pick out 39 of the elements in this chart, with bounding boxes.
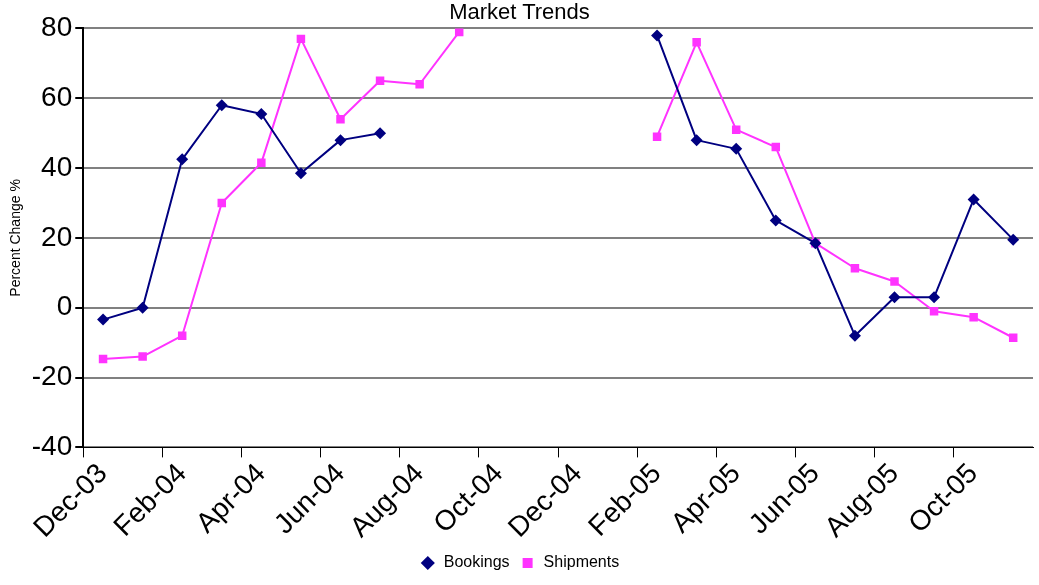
point	[255, 107, 268, 120]
point	[731, 125, 741, 134]
point	[888, 291, 901, 304]
point	[850, 264, 860, 273]
legend-label: Shipments	[543, 553, 620, 571]
point	[652, 132, 662, 141]
point	[928, 291, 941, 304]
point	[690, 134, 703, 147]
point	[215, 99, 228, 112]
point	[176, 153, 189, 166]
y-tick-label: 80	[41, 11, 73, 43]
point	[97, 313, 110, 326]
point	[848, 329, 861, 342]
y-tick-label: 0	[56, 290, 73, 322]
y-tick-label: -20	[31, 360, 73, 392]
point	[138, 352, 147, 361]
chart-title: Market Trends	[449, 0, 590, 25]
y-axis-title: Percent Change %	[7, 179, 24, 297]
point	[374, 127, 387, 140]
point	[257, 158, 266, 168]
y-tick-label: 60	[41, 80, 73, 112]
point	[136, 301, 149, 314]
point	[1007, 233, 1020, 246]
legend-label: Bookings	[443, 553, 510, 571]
y-tick-label: -40	[31, 430, 73, 462]
point	[890, 277, 899, 286]
y-tick-label: 20	[41, 220, 73, 252]
point	[651, 29, 664, 42]
y-tick-label: 40	[41, 150, 73, 182]
point	[334, 134, 347, 147]
point	[415, 80, 424, 89]
point	[769, 214, 782, 227]
point	[692, 38, 701, 47]
point	[336, 114, 345, 124]
point	[177, 331, 187, 340]
point	[730, 142, 743, 155]
point	[294, 167, 307, 180]
point	[967, 193, 980, 206]
point	[969, 312, 978, 322]
